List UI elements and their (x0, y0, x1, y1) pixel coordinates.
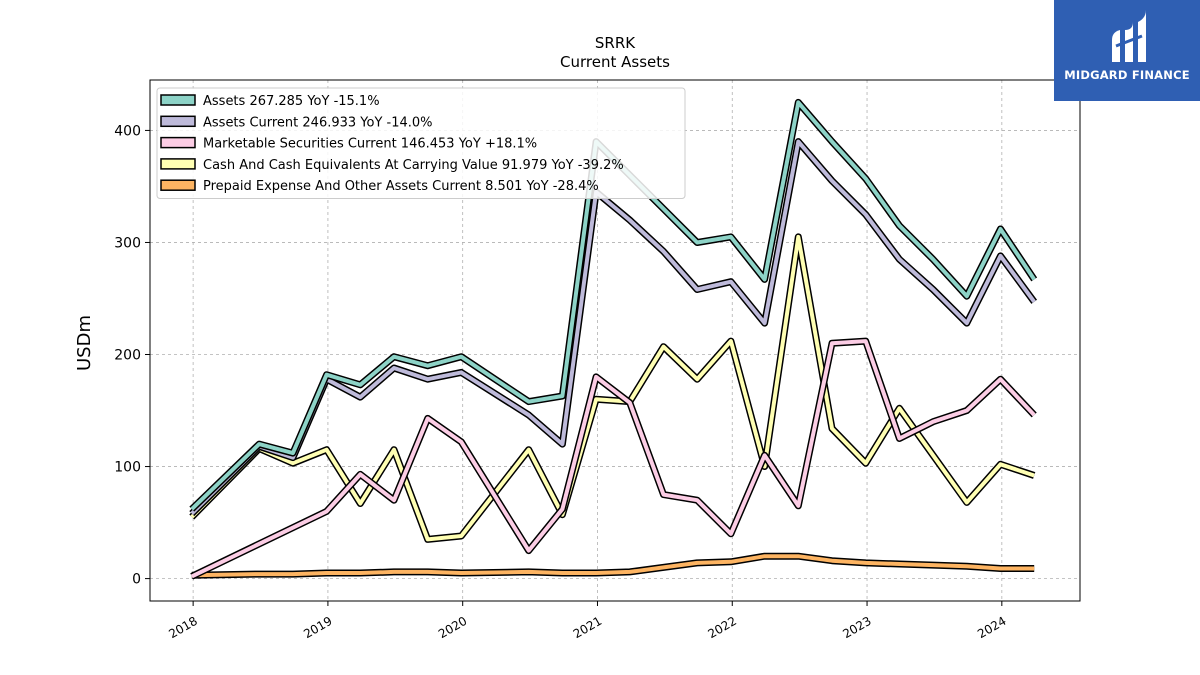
legend-swatch (160, 94, 196, 106)
legend-item: Marketable Securities Current 146.453 Yo… (160, 136, 537, 152)
series-line-fill (190, 139, 1036, 516)
chart-subtitle: Current Assets (560, 53, 670, 71)
legend-swatch (160, 179, 196, 191)
legend-item: Assets 267.285 YoY -15.1% (160, 94, 380, 109)
legend-swatch (160, 115, 196, 128)
series-line (189, 233, 1036, 543)
legend-label: Cash And Cash Equivalents At Carrying Va… (203, 158, 624, 173)
plot-frame (149, 79, 1081, 602)
series-line-fill (191, 554, 1035, 578)
series-lines (189, 98, 1038, 580)
y-tick-label: 100 (114, 460, 141, 476)
x-tick-label: 2023 (840, 614, 873, 641)
legend-label: Assets Current 246.933 YoY -14.0% (203, 115, 433, 130)
legend-item: Assets Current 246.933 YoY -14.0% (160, 115, 433, 130)
legend: Assets 267.285 YoY -15.1% Assets Current … (156, 87, 686, 199)
legend-swatch (160, 136, 196, 149)
series-line (191, 552, 1035, 579)
y-tick-label: 300 (114, 235, 141, 251)
x-tick-label: 2022 (706, 614, 739, 641)
legend-item: Cash And Cash Equivalents At Carrying Va… (160, 158, 624, 173)
series-line (189, 138, 1038, 517)
y-tick-label: 200 (114, 348, 141, 364)
legend-box (156, 87, 686, 199)
legend-label: Assets 267.285 YoY -15.1% (203, 94, 380, 109)
y-tick-label: 400 (114, 123, 141, 139)
y-tick-label: 0 (132, 572, 141, 588)
x-tick-label: 2018 (166, 614, 199, 641)
series-line (190, 337, 1037, 580)
legend-label: Prepaid Expense And Other Assets Current… (203, 179, 599, 194)
legend-label: Marketable Securities Current 146.453 Yo… (203, 137, 537, 152)
x-tick-label: 2020 (436, 614, 469, 641)
series-line-fill (190, 234, 1035, 542)
x-tick-label: 2024 (975, 614, 1008, 641)
legend-swatch (160, 158, 196, 170)
x-tick-label: 2019 (301, 614, 334, 641)
logo-mark-icon (1112, 10, 1146, 62)
midgard-finance-logo: MIDGARD FINANCE (1054, 0, 1200, 101)
x-tick-label: 2021 (571, 614, 604, 641)
series-line-fill (190, 339, 1036, 579)
chart-title: SRRK (595, 34, 636, 52)
legend-item: Prepaid Expense And Other Assets Current… (160, 179, 599, 194)
series-line-outline (190, 337, 1037, 580)
y-axis-label: USDm (74, 315, 95, 371)
logo-text: MIDGARD FINANCE (1064, 68, 1190, 82)
